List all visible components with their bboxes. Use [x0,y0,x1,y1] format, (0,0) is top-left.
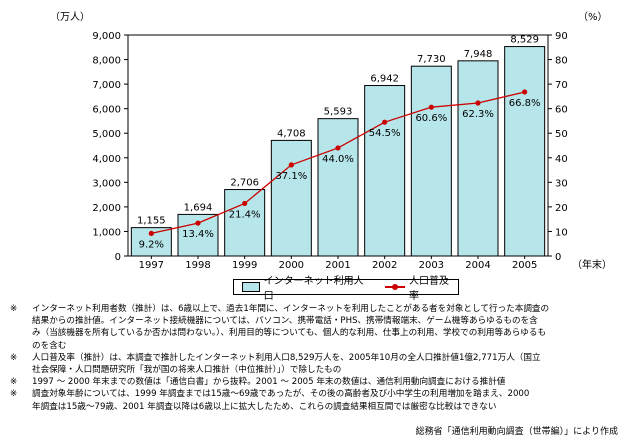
note-text: 人口普及率（推計）は、本調査で推計したインターネット利用人口8,529万人を、2… [32,352,541,376]
bar [177,213,219,257]
note-mark: ※ [10,352,18,363]
note-mark: ※ [10,389,18,400]
right-axis-tick-label: 90 [555,31,568,42]
line-point [148,230,154,237]
x-axis-category-label: 1998 [185,260,210,271]
right-axis-tick-label: 70 [555,80,568,91]
line-value-label: 60.6% [415,113,447,124]
note-text: インターネット利用者数（推計）は、6歳以上で、過去1年間に、インターネットを利用… [32,304,550,351]
bar-value-label: 7,730 [417,54,446,65]
bar-value-label: 7,948 [464,49,493,60]
bar-value-label: 1,155 [137,216,166,227]
line-value-label: 62.3% [462,109,494,120]
line-value-label: 13.4% [182,229,214,240]
x-axis-category-label: 2005 [512,260,537,271]
left-axis-tick-label: 0 [115,252,121,263]
left-axis-tick-label: 5,000 [92,129,121,140]
bar [410,65,452,257]
x-axis-category-label: 2002 [372,260,397,271]
line-point [242,200,248,207]
left-axis-unit: （万人） [50,11,90,23]
bar [504,46,546,257]
left-axis-tick-label: 2,000 [92,203,121,214]
left-axis-tick-label: 9,000 [92,31,121,42]
line-value-label: 66.8% [509,98,541,109]
legend: インターネット利用人口 人口普及率 [233,276,459,302]
line-point [382,119,388,125]
left-axis-tick-label: 4,000 [92,154,121,165]
bar [224,189,266,257]
note-item: ※ インターネット利用者数（推計）は、6歳以上で、過去1年間に、インターネットを… [8,303,634,352]
bar [317,118,359,257]
note-text: 1997 ～ 2000 年末までの数値は「通信白書」から抜粋。2001 ～ 20… [32,377,506,388]
right-axis-tick-label: 80 [555,56,568,67]
notes: ※ インターネット利用者数（推計）は、6歳以上で、過去1年間に、インターネットを… [8,303,634,413]
note-item: ※ 調査対象年齢については、1999 年調査までは15歳～69歳であったが、その… [8,388,634,412]
left-axis-tick-label: 7,000 [92,80,121,91]
right-axis-tick-label: 60 [555,105,568,116]
line-point [195,220,201,226]
line-value-label: 21.4% [229,209,261,220]
legend-bar-swatch [242,282,260,292]
right-axis-tick-label: 10 [555,227,568,238]
line-point [428,104,434,110]
x-axis-category-label: 1999 [232,260,257,271]
note-item: ※ 1997 ～ 2000 年末までの数値は「通信白書」から抜粋。2001 ～ … [8,376,634,388]
bar-value-label: 8,529 [510,35,539,46]
left-axis-tick-label: 1,000 [92,227,121,238]
line-point [475,100,481,106]
note-mark: ※ [10,304,18,314]
chart: （万人） （%） （年末） 0 1,000 2,000 3,000 4,000 5,000… [50,11,612,271]
right-axis-tick-label: 0 [555,252,561,263]
legend-bar-label: インターネット利用人口 [263,276,364,302]
x-axis-category-label: 2004 [465,260,490,271]
right-axis-tick-label: 50 [555,129,568,140]
right-axis-tick-label: 40 [555,154,568,165]
x-axis-category-label: 2003 [419,260,444,271]
bar [457,60,499,257]
x-axis-unit: （年末） [572,258,612,271]
line-value-label: 54.5% [369,128,401,139]
line-point [335,145,341,151]
left-axis-tick-label: 3,000 [92,178,121,189]
right-axis-unit: （%） [578,11,608,23]
x-axis-category-label: 1997 [139,260,164,271]
bar-value-label: 1,694 [184,202,213,213]
note-item: ※ 人口普及率（推計）は、本調査で推計したインターネット利用人口8,529万人を… [8,352,634,376]
line-value-label: 44.0% [322,154,354,165]
line-point [522,89,528,95]
note-mark: ※ [10,377,18,388]
x-axis-category-label: 2000 [279,260,304,271]
right-axis-tick-label: 20 [555,203,568,214]
left-axis-tick-label: 8,000 [92,56,121,67]
bar-value-label: 4,708 [277,128,306,139]
right-axis-tick-label: 30 [555,178,568,189]
bar [364,85,406,257]
bar [130,227,172,257]
note-text: 調査対象年齢については、1999 年調査までは15歳～69歳であったが、その後の… [32,389,530,412]
bar [270,139,312,257]
bar-value-label: 6,942 [370,74,399,85]
line-value-label: 37.1% [275,171,307,182]
source-note: 総務省「通信利用動向調査（世帯編）」により作成 [415,427,618,437]
legend-line-swatch [385,282,406,292]
line-point [288,162,294,168]
bar-value-label: 5,593 [324,107,353,118]
legend-line-label: 人口普及率 [409,276,450,302]
bar-value-label: 2,706 [230,178,259,189]
x-axis-category-label: 2001 [325,260,350,271]
line-value-label: 9.2% [139,239,164,250]
left-axis-tick-label: 6,000 [92,105,121,116]
